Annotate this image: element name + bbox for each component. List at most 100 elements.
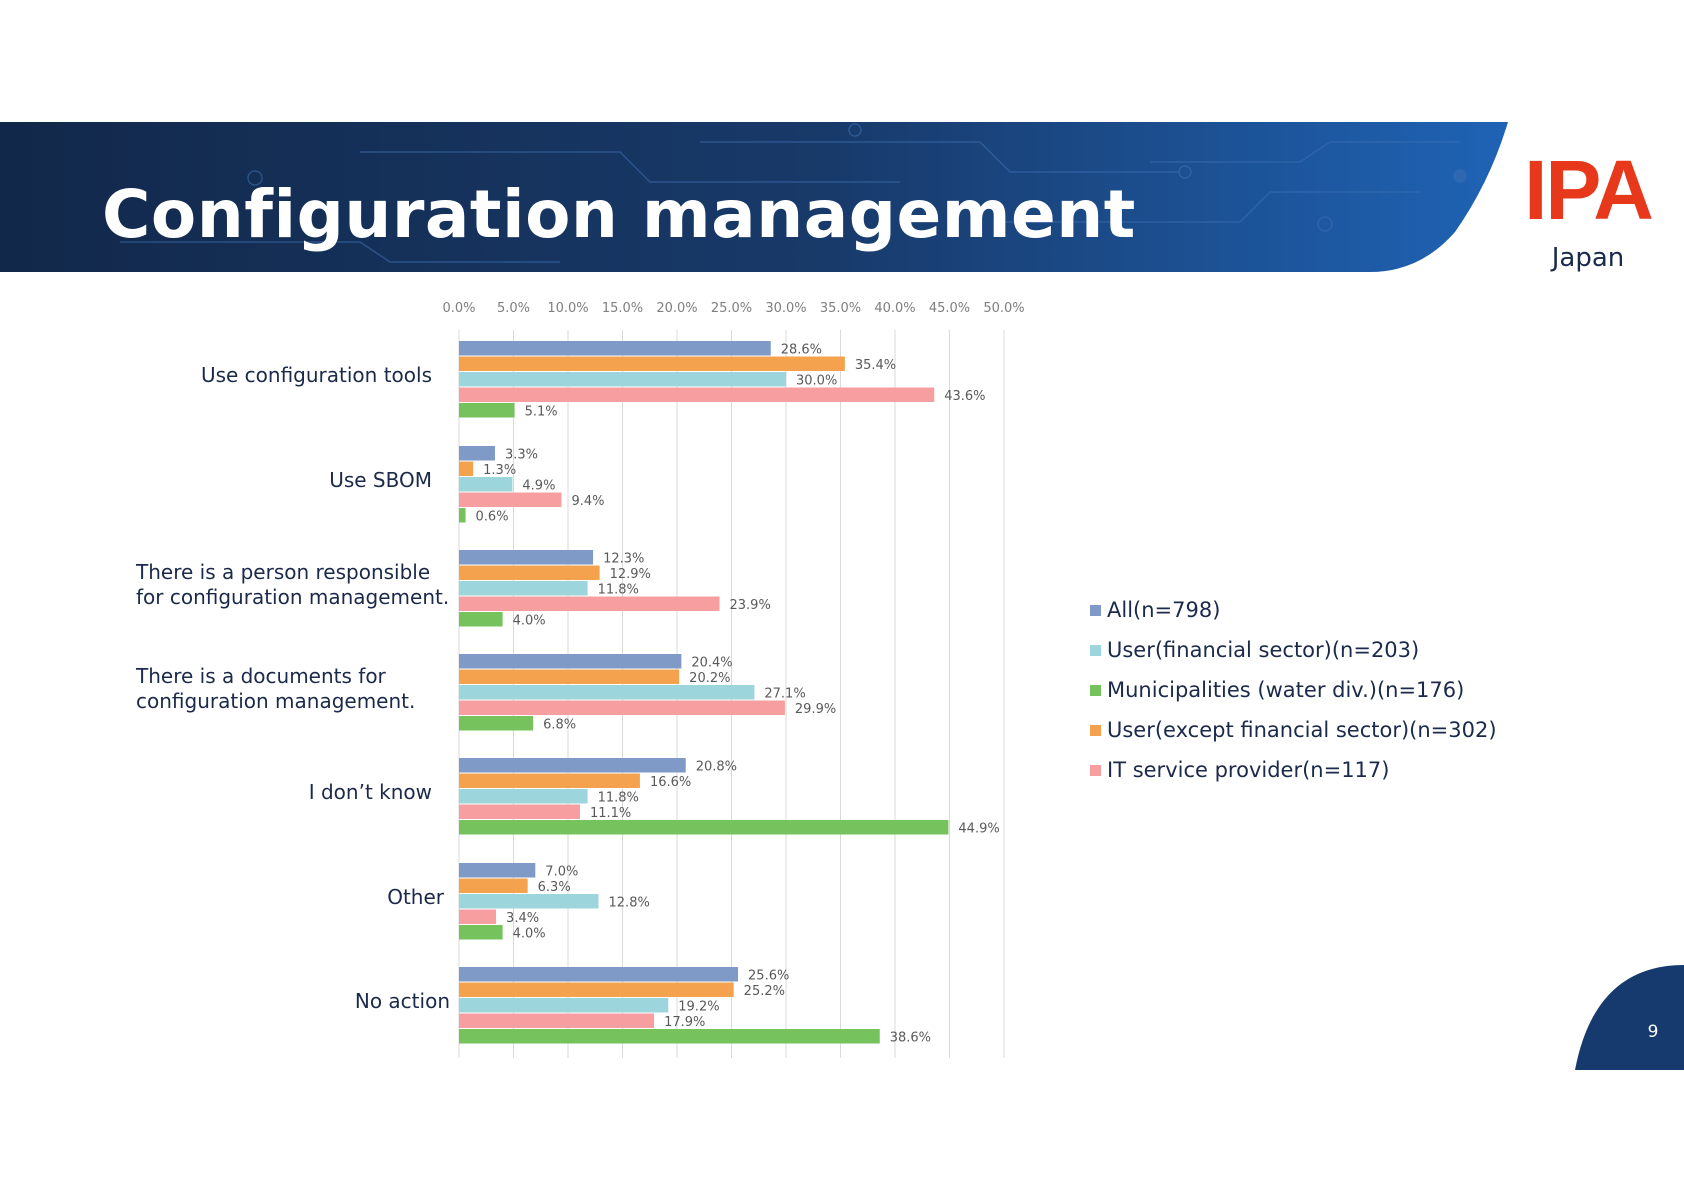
bar xyxy=(459,477,513,492)
data-label: 11.1% xyxy=(590,806,631,821)
data-label: 43.6% xyxy=(944,389,985,404)
data-label: 3.3% xyxy=(505,448,538,463)
category-label: Other xyxy=(387,885,444,910)
category-label: There is a documents for configuration ma… xyxy=(136,664,415,714)
bar xyxy=(459,492,562,507)
bar xyxy=(459,716,534,731)
x-tick-label: 50.0% xyxy=(983,301,1024,316)
legend-label: Municipalities (water div.)(n=176) xyxy=(1107,678,1465,702)
data-label: 20.2% xyxy=(689,671,730,686)
bar xyxy=(459,967,739,982)
legend-swatch xyxy=(1090,604,1101,616)
legend-label: User(financial sector)(n=203) xyxy=(1107,638,1420,662)
category-label-line: I don’t know xyxy=(308,780,432,805)
data-label: 23.9% xyxy=(730,598,771,613)
bar xyxy=(459,508,466,523)
logo-subtitle: Japan xyxy=(1551,243,1625,273)
category-label: There is a person responsible for configu… xyxy=(136,560,449,610)
category-label-line: There is a person responsible xyxy=(136,559,431,584)
data-label: 30.0% xyxy=(796,374,837,389)
x-tick-label: 15.0% xyxy=(602,301,643,316)
bar xyxy=(459,387,935,402)
data-label: 28.6% xyxy=(781,343,822,358)
x-tick-label: 10.0% xyxy=(547,301,588,316)
page-corner-decoration xyxy=(1575,965,1684,1070)
x-tick-label: 5.0% xyxy=(497,301,530,316)
data-label: 5.1% xyxy=(525,405,558,420)
header-banner xyxy=(0,122,1508,272)
category-label: Use SBOM xyxy=(329,468,432,493)
data-label: 27.1% xyxy=(764,687,805,702)
category-label-line: There is a documents for xyxy=(136,663,386,688)
bar xyxy=(459,550,594,565)
legend-item: User(financial sector)(n=203) xyxy=(1090,630,1497,670)
data-label: 4.0% xyxy=(513,927,546,942)
data-label: 6.8% xyxy=(543,718,576,733)
data-label: 0.6% xyxy=(476,510,509,525)
data-label: 3.4% xyxy=(506,911,539,926)
data-label: 11.8% xyxy=(598,791,639,806)
category-label: Use configuration tools xyxy=(201,363,432,388)
data-label: 29.9% xyxy=(795,702,836,717)
data-label: 20.4% xyxy=(691,656,732,671)
data-label: 16.6% xyxy=(650,775,691,790)
data-label: 4.0% xyxy=(513,614,546,629)
legend-item: All(n=798) xyxy=(1090,590,1497,630)
bar xyxy=(459,341,771,356)
x-tick-label: 25.0% xyxy=(711,301,752,316)
data-label: 9.4% xyxy=(571,494,604,509)
x-tick-label: 35.0% xyxy=(820,301,861,316)
bar xyxy=(459,909,497,924)
category-label-line: Use configuration tools xyxy=(200,363,432,388)
legend-item: Municipalities (water div.)(n=176) xyxy=(1090,670,1497,710)
x-tick-label: 45.0% xyxy=(929,301,970,316)
bar xyxy=(459,789,588,804)
bar xyxy=(459,925,503,940)
bar xyxy=(459,820,949,835)
data-label: 17.9% xyxy=(664,1015,705,1030)
bar xyxy=(459,461,474,476)
legend-swatch xyxy=(1090,724,1101,736)
circuit-decoration xyxy=(120,123,1467,263)
legend-label: All(n=798) xyxy=(1107,598,1221,622)
bar xyxy=(459,1013,655,1028)
ipa-logo: IPA xyxy=(1524,143,1654,237)
bar xyxy=(459,565,600,580)
bar xyxy=(459,372,786,387)
bar xyxy=(459,654,682,669)
bar xyxy=(459,596,720,611)
data-label: 1.3% xyxy=(483,463,516,478)
bar xyxy=(459,878,528,893)
legend-swatch xyxy=(1090,764,1101,776)
data-label: 25.2% xyxy=(744,984,785,999)
data-label: 12.9% xyxy=(610,567,651,582)
chart-legend: All(n=798) User(financial sector)(n=203) M… xyxy=(1090,590,1497,790)
category-label-line: No action xyxy=(354,989,450,1014)
category-label-line: Use SBOM xyxy=(329,468,432,493)
bars xyxy=(459,341,949,1044)
bar xyxy=(459,804,580,819)
bar xyxy=(459,669,680,684)
data-label: 44.9% xyxy=(958,822,999,837)
bar xyxy=(459,581,588,596)
bar xyxy=(459,982,734,997)
data-label: 12.3% xyxy=(603,552,644,567)
x-axis-ticks: 0.0% 5.0% 10.0% 15.0% 20.0% 25.0% 30.0% 35.0% 40… xyxy=(442,301,1024,316)
category-label: I don’t know xyxy=(309,780,432,805)
data-label: 12.8% xyxy=(609,896,650,911)
category-label: No action xyxy=(355,989,450,1014)
data-label: 7.0% xyxy=(545,865,578,880)
bar xyxy=(459,894,599,909)
legend-swatch xyxy=(1090,684,1101,696)
bar xyxy=(459,612,503,627)
x-tick-label: 0.0% xyxy=(442,301,475,316)
bar xyxy=(459,403,515,418)
bar xyxy=(459,998,669,1013)
legend-item: User(except financial sector)(n=302) xyxy=(1090,710,1497,750)
bar xyxy=(459,356,845,371)
category-label-line: Other xyxy=(387,885,444,910)
category-label-line: for configuration management. xyxy=(136,584,450,609)
bar xyxy=(459,1029,880,1044)
data-label: 11.8% xyxy=(598,583,639,598)
